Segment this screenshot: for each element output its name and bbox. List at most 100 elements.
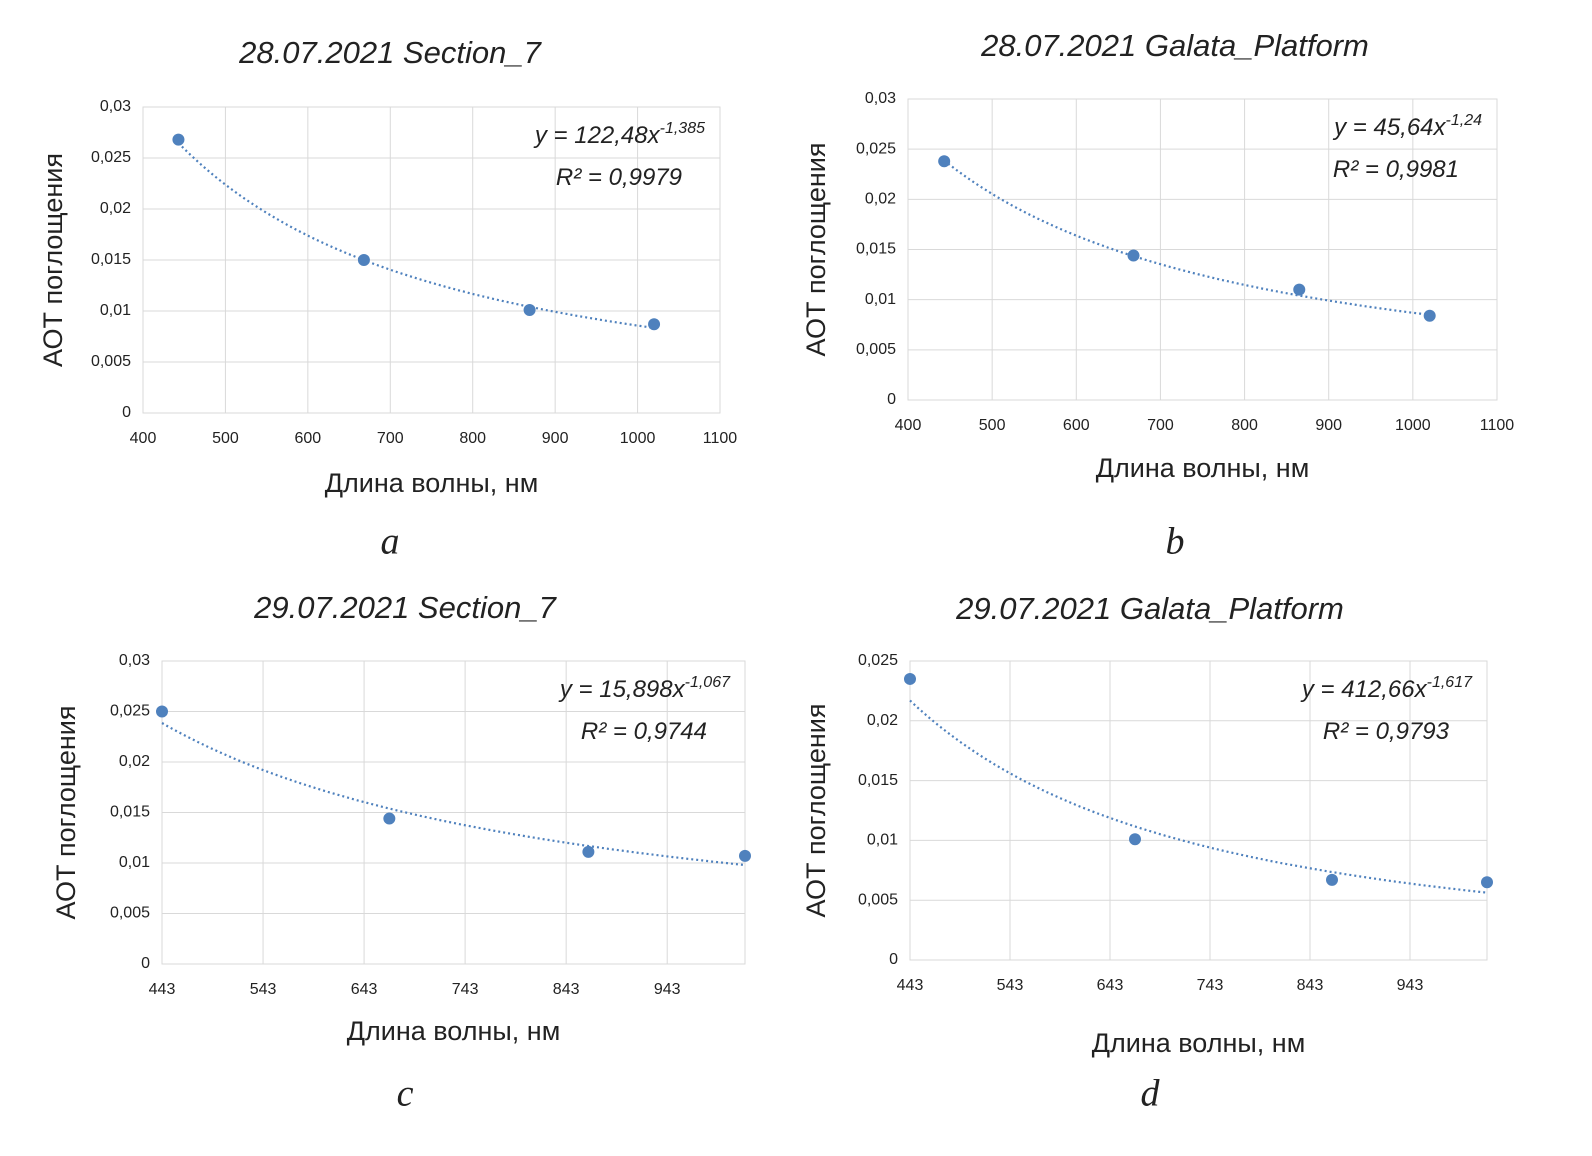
y-tick-label: 0,005: [858, 891, 898, 908]
trend-equation: y = 45,64x-1,24: [1332, 112, 1482, 142]
data-point: [1326, 873, 1338, 886]
y-tick-label: 0,02: [867, 712, 898, 729]
x-axis-label: Длина волны, нм: [347, 1016, 561, 1046]
y-tick-label: 0: [122, 404, 131, 421]
eq-var: x: [672, 676, 686, 703]
eq-var: x: [1414, 676, 1428, 703]
data-point: [904, 672, 916, 685]
x-tick-label: 600: [295, 430, 322, 447]
data-point: [1481, 876, 1493, 889]
x-tick-label: 743: [1197, 977, 1224, 994]
y-tick-label: 0,01: [867, 832, 898, 849]
y-tick-label: 0,015: [91, 251, 131, 268]
y-tick-label: 0,015: [110, 804, 150, 821]
x-tick-label: 600: [1063, 417, 1090, 434]
eq-exponent: -1,617: [1427, 674, 1473, 691]
y-tick-label: 0,02: [119, 753, 150, 770]
x-tick-label: 1100: [1480, 417, 1515, 434]
data-point: [172, 133, 185, 146]
data-point: [383, 812, 396, 825]
x-tick-label: 943: [654, 981, 681, 998]
x-tick-label: 943: [1397, 977, 1424, 994]
data-point: [938, 155, 951, 168]
panel: 0 0,005 0,01 0,015 0,02 0,025 443 543 643 743 843 9…: [801, 591, 1493, 1115]
eq-coef: 45,64: [1373, 114, 1433, 141]
r-squared: R² = 0,9979: [556, 164, 682, 191]
y-tick-label: 0,03: [100, 98, 131, 115]
eq-coef: 412,66: [1341, 676, 1415, 703]
r2-prefix: R² =: [581, 718, 634, 745]
r-squared: R² = 0,9793: [1323, 718, 1450, 745]
panel: 0 0,005 0,01 0,015 0,02 0,025 0,03 400 500 600 700…: [801, 28, 1514, 563]
plot-frame: [909, 660, 1488, 961]
chart-title: 28.07.2021 Galata_Platform: [980, 28, 1369, 63]
x-tick-label: 743: [452, 981, 479, 998]
y-tick-label: 0,01: [865, 291, 896, 308]
y-tick-label: 0,02: [100, 200, 131, 217]
x-tick-label: 1000: [1395, 417, 1431, 434]
eq-prefix: y =: [558, 676, 599, 703]
y-tick-label: 0,03: [865, 90, 896, 107]
y-tick-label: 0: [887, 391, 896, 408]
x-tick-label: 400: [130, 430, 157, 447]
x-tick-label: 900: [542, 430, 569, 447]
x-tick-label: 400: [895, 417, 922, 434]
r-squared: R² = 0,9744: [581, 718, 707, 745]
chart-title: 29.07.2021 Galata_Platform: [955, 591, 1344, 626]
panel-label: d: [1141, 1073, 1161, 1115]
x-tick-label: 800: [459, 430, 486, 447]
r2-prefix: R² =: [1323, 718, 1376, 745]
y-tick-label: 0,025: [858, 652, 898, 669]
data-point: [156, 705, 168, 718]
chart-title: 29.07.2021 Section_7: [253, 590, 557, 625]
y-tick-label: 0,005: [110, 905, 150, 922]
x-tick-label: 800: [1231, 417, 1258, 434]
data-point: [739, 849, 751, 862]
x-tick-label: 500: [979, 417, 1006, 434]
x-tick-label: 543: [250, 981, 277, 998]
y-axis-label: АОТ поглощения: [51, 706, 81, 920]
eq-exponent: -1,385: [660, 120, 705, 137]
data-point: [523, 303, 536, 316]
eq-var: x: [647, 122, 661, 149]
panel: 0 0,005 0,01 0,015 0,02 0,025 0,03 400 500 600 700…: [38, 35, 737, 563]
x-tick-label: 700: [1147, 417, 1174, 434]
eq-coef: 122,48: [574, 122, 648, 149]
trendline: [909, 699, 1488, 894]
y-tick-label: 0,01: [119, 854, 150, 871]
trendline: [161, 722, 746, 867]
eq-var: x: [1433, 114, 1447, 141]
x-tick-label: 1000: [620, 430, 656, 447]
eq-prefix: y =: [1300, 676, 1341, 703]
x-tick-label: 700: [377, 430, 404, 447]
x-tick-label: 843: [553, 981, 580, 998]
x-tick-label: 900: [1315, 417, 1342, 434]
x-tick-label: 1100: [703, 430, 738, 447]
x-axis-label: Длина волны, нм: [325, 468, 539, 498]
x-axis-label: Длина волны, нм: [1096, 453, 1310, 483]
eq-prefix: y =: [1332, 114, 1373, 141]
y-tick-label: 0,025: [110, 703, 150, 720]
data-point: [1423, 309, 1436, 322]
r2-value: 0,9979: [609, 164, 682, 191]
eq-coef: 15,898: [599, 676, 673, 703]
panel-label: b: [1166, 521, 1185, 563]
y-tick-label: 0,015: [858, 772, 898, 789]
y-tick-label: 0,015: [856, 241, 896, 258]
r2-value: 0,9744: [634, 718, 707, 745]
panel: 0 0,005 0,01 0,015 0,02 0,025 0,03 443 543 643 743…: [51, 590, 751, 1115]
data-point: [648, 318, 661, 331]
x-axis-label: Длина волны, нм: [1092, 1028, 1306, 1058]
eq-exponent: -1,24: [1446, 112, 1483, 129]
r-squared: R² = 0,9981: [1333, 156, 1459, 183]
data-point: [1127, 249, 1140, 262]
eq-prefix: y =: [533, 122, 574, 149]
y-tick-label: 0,03: [119, 652, 150, 669]
y-axis-label: АОТ поглощения: [801, 143, 831, 357]
y-tick-label: 0,02: [865, 191, 896, 208]
y-tick-label: 0,01: [100, 302, 131, 319]
r2-value: 0,9793: [1376, 718, 1450, 745]
x-tick-label: 843: [1297, 977, 1324, 994]
x-tick-label: 643: [1097, 977, 1124, 994]
